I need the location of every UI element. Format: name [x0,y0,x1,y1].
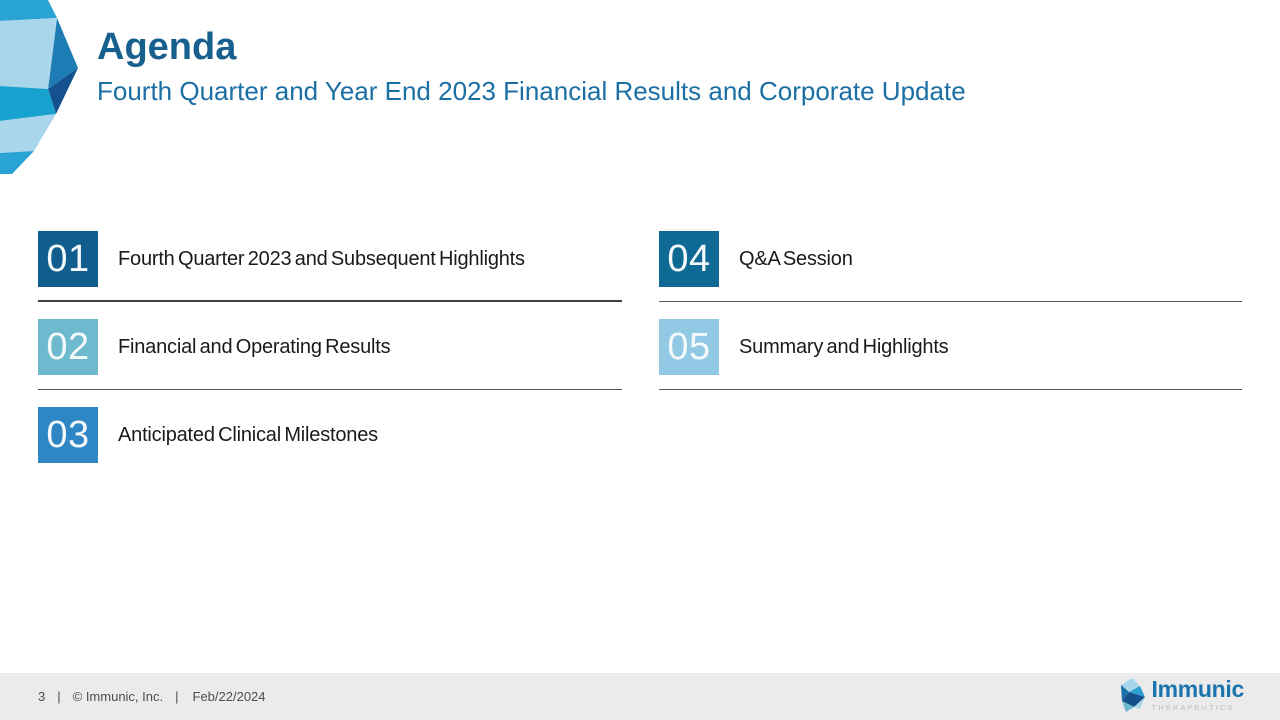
item-number: 02 [46,325,90,368]
brand-gem-graphic [0,0,78,174]
agenda-column-right: 04 Q&A Session 05 Summary and Highlights [659,231,1242,463]
slide-title: Agenda [97,26,237,68]
immunic-logo: Immunic THERAPEUTICS [1116,678,1244,712]
agenda-item-01: 01 Fourth Quarter 2023 and Subsequent Hi… [38,231,622,287]
agenda-column-left: 01 Fourth Quarter 2023 and Subsequent Hi… [38,231,622,463]
immunic-tagline: THERAPEUTICS [1151,703,1235,712]
item-number: 04 [667,237,711,280]
item-number: 05 [667,325,711,368]
immunic-gem-icon [1120,678,1145,712]
agenda-item-05: 05 Summary and Highlights [659,319,1242,375]
item-number-box: 01 [38,231,98,287]
item-number-box: 03 [38,407,98,463]
separator-line [38,389,622,390]
copyright-text: © Immunic, Inc. [72,689,164,704]
agenda-item-02: 02 Financial and Operating Results [38,319,622,375]
slide-subtitle: Fourth Quarter and Year End 2023 Financi… [97,75,966,106]
footer-separator: | [57,689,61,704]
footer-meta: 3 | © Immunic, Inc. | Feb/22/2024 [38,673,266,720]
immunic-logo-text: Immunic THERAPEUTICS [1151,676,1245,713]
footer-separator: | [175,689,179,704]
item-number-box: 04 [659,231,719,287]
agenda-item-04: 04 Q&A Session [659,231,1242,287]
item-number: 01 [46,237,90,280]
separator-line [659,301,1242,302]
item-label: Summary and Highlights [739,335,949,358]
item-label: Financial and Operating Results [118,335,391,358]
item-label: Anticipated Clinical Milestones [118,423,378,446]
item-label: Fourth Quarter 2023 and Subsequent Highl… [118,247,525,270]
separator-line [38,300,622,302]
agenda-item-03: 03 Anticipated Clinical Milestones [38,407,622,463]
item-number: 03 [46,413,90,456]
slide-date: Feb/22/2024 [192,689,266,704]
item-number-box: 02 [38,319,98,375]
separator-line [659,389,1242,390]
item-number-box: 05 [659,319,719,375]
page-number: 3 [38,689,46,704]
title-block: Agenda Fourth Quarter and Year End 2023 … [97,26,966,107]
item-label: Q&A Session [739,247,853,270]
agenda-list: 01 Fourth Quarter 2023 and Subsequent Hi… [38,231,1242,463]
immunic-wordmark: Immunic [1151,676,1245,702]
footer-band: 3 | © Immunic, Inc. | Feb/22/2024 Immuni… [0,673,1280,720]
